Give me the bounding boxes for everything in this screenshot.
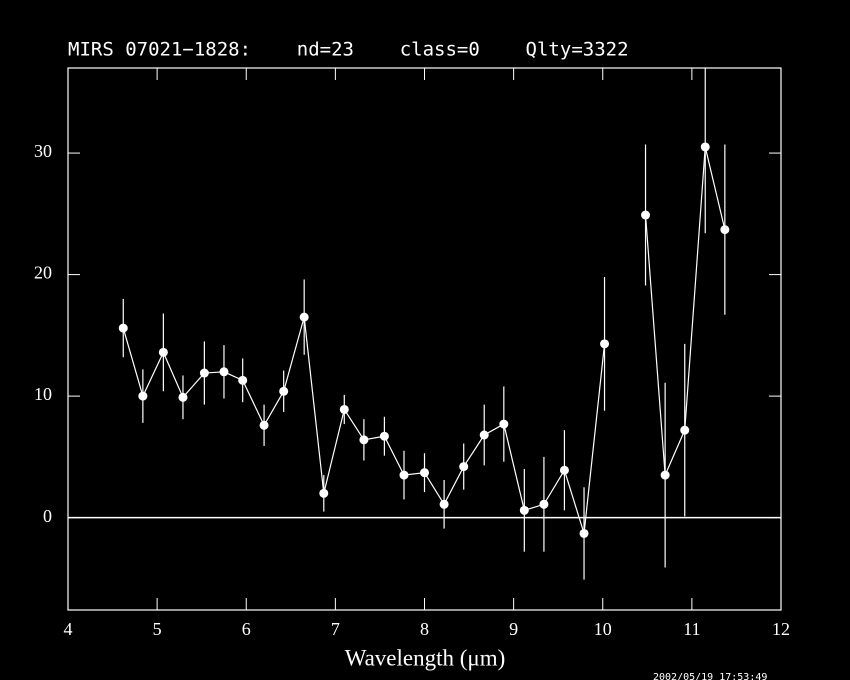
y-tick-label: 0 — [43, 506, 52, 526]
data-point — [499, 419, 509, 429]
data-point — [259, 420, 269, 430]
data-point — [680, 425, 690, 435]
y-tick-label: 10 — [34, 384, 52, 404]
data-point — [118, 323, 128, 333]
x-tick-label: 8 — [420, 619, 429, 639]
data-point — [199, 368, 209, 378]
data-point — [219, 367, 229, 377]
plot-frame — [67, 67, 782, 611]
data-point — [359, 435, 369, 445]
data-point — [420, 468, 429, 478]
data-point — [399, 470, 409, 480]
data-point — [319, 488, 329, 498]
data-point — [439, 499, 449, 509]
data-point — [238, 375, 248, 385]
data-point — [339, 404, 349, 414]
x-tick-label: 9 — [509, 619, 518, 639]
data-point — [519, 505, 529, 515]
data-point — [158, 347, 168, 357]
data-point — [379, 431, 389, 441]
data-point — [660, 470, 670, 480]
data-point — [559, 465, 569, 475]
chart-title: MIRS 07021−1828: nd=23 class=0 Qlty=3322 — [68, 39, 629, 61]
data-point — [279, 386, 289, 396]
data-point — [459, 462, 469, 472]
data-point — [700, 142, 710, 152]
x-tick-label: 4 — [64, 619, 73, 639]
x-tick-label: 5 — [153, 619, 162, 639]
x-tick-label: 6 — [242, 619, 251, 639]
data-point — [479, 430, 489, 440]
x-tick-label: 11 — [683, 619, 700, 639]
data-point — [579, 528, 589, 538]
data-point — [600, 339, 610, 349]
y-tick-label: 20 — [34, 263, 52, 283]
data-point — [178, 392, 188, 402]
x-tick-label: 7 — [331, 619, 340, 639]
data-point — [720, 225, 730, 235]
data-point — [299, 312, 309, 322]
data-point — [539, 499, 549, 509]
x-axis-label: Wavelength (μm) — [345, 645, 506, 670]
data-point — [641, 210, 651, 220]
y-tick-label: 30 — [34, 141, 52, 161]
data-point — [138, 391, 148, 401]
x-tick-label: 12 — [772, 619, 790, 639]
timestamp: 2002/05/19 17:53:49 — [653, 672, 767, 680]
x-tick-label: 10 — [594, 619, 612, 639]
